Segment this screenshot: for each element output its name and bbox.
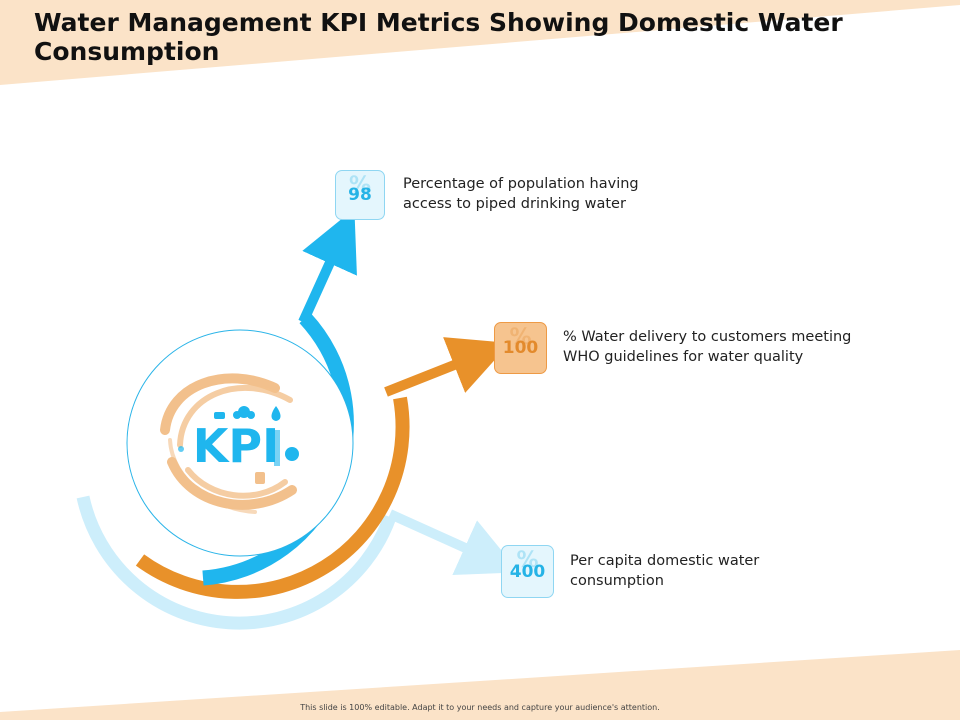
kpi-value: 100 [502, 338, 539, 358]
kpi-badge-population: % 98 [335, 170, 385, 220]
arc-orange [135, 396, 410, 599]
description-line: Percentage of population having [403, 176, 639, 192]
truck-icon [214, 412, 225, 419]
top-band [0, 0, 960, 85]
bottle-icon [255, 472, 265, 484]
page-title: Water Management KPI Metrics Showing Dom… [34, 8, 843, 66]
arrow-orange [384, 337, 510, 397]
center-circle [126, 329, 354, 557]
kpi-value: 400 [509, 561, 546, 582]
swirl-graphic [160, 373, 297, 514]
description-line: consumption [570, 573, 664, 589]
kpi-description-population: Percentage of population having access t… [403, 174, 639, 214]
drop-icon [271, 406, 281, 421]
footer-note: This slide is 100% editable. Adapt it to… [300, 703, 660, 712]
kpi-description-per-capita: Per capita domestic water consumption [570, 551, 759, 591]
kpi-logo-text: KPI [193, 419, 279, 473]
percent-symbol: % [509, 325, 532, 350]
percent-symbol: % [348, 173, 372, 198]
percent-symbol: % [516, 548, 539, 573]
arrow-blue [298, 208, 357, 325]
description-line: WHO guidelines for water quality [563, 349, 804, 365]
arc-light-blue [76, 495, 397, 630]
kpi-badge-water-delivery: % 100 [494, 322, 547, 374]
description-line: % Water delivery to customers meeting [563, 329, 852, 345]
bottom-band [0, 650, 960, 720]
description-line: access to piped drinking water [403, 196, 626, 212]
kpi-description-water-delivery: % Water delivery to customers meeting WH… [563, 327, 851, 367]
water-icons [178, 406, 299, 484]
arrow-light-blue [387, 509, 520, 576]
description-line: Per capita domestic water [570, 553, 760, 569]
kpi-value: 98 [348, 185, 372, 205]
kpi-badge-per-capita: % 400 [501, 545, 554, 598]
bubble-icon [178, 446, 184, 452]
thermometer-icon [274, 430, 280, 466]
water-drop-circle-icon [285, 447, 299, 461]
